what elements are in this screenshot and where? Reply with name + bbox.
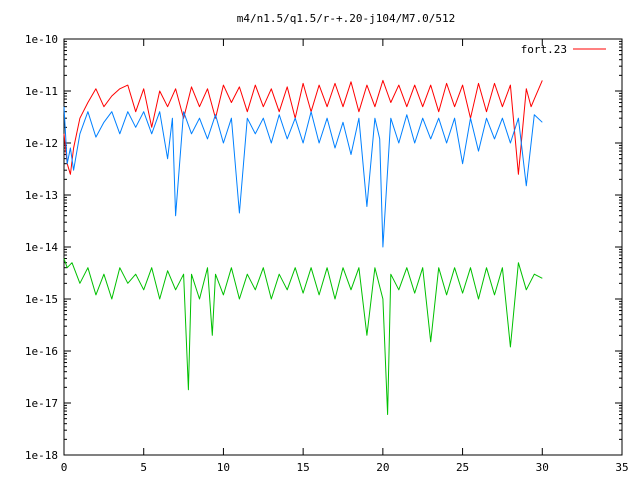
y-axis: 1e-18 1e-17 1e-16 1e-15 1e-14 1e-13 1e-12 1e-11… [25, 33, 622, 462]
y-tick-label: 1e-11 [25, 85, 58, 98]
series-line-2 [63, 106, 543, 248]
x-tick-label: 25 [456, 461, 469, 474]
y-tick-label: 1e-13 [25, 189, 58, 202]
legend: fort.23 [521, 43, 606, 56]
x-tick-label: 35 [615, 461, 628, 474]
x-tick-label: 10 [217, 461, 230, 474]
x-tick-label: 30 [536, 461, 549, 474]
x-tick-label: 0 [61, 461, 68, 474]
series-layer [63, 79, 543, 415]
y-tick-label: 1e-16 [25, 345, 58, 358]
y-tick-label: 1e-15 [25, 293, 58, 306]
x-axis: 0 5 10 15 20 25 30 35 [61, 39, 629, 474]
y-tick-label: 1e-12 [25, 137, 58, 150]
legend-label: fort.23 [521, 43, 567, 56]
y-tick-label: 1e-17 [25, 397, 58, 410]
y-tick-label: 1e-18 [25, 449, 58, 462]
series-line-1 [63, 79, 543, 175]
x-tick-label: 15 [297, 461, 310, 474]
plot-area-frame [63, 38, 623, 456]
y-tick-label: 1e-14 [25, 241, 58, 254]
chart-title: m4/n1.5/q1.5/r-+.20-j104/M7.0/512 [237, 12, 456, 25]
x-tick-label: 20 [376, 461, 389, 474]
x-tick-label: 5 [140, 461, 147, 474]
series-line-3 [63, 258, 543, 415]
y-tick-label: 1e-10 [25, 33, 58, 46]
